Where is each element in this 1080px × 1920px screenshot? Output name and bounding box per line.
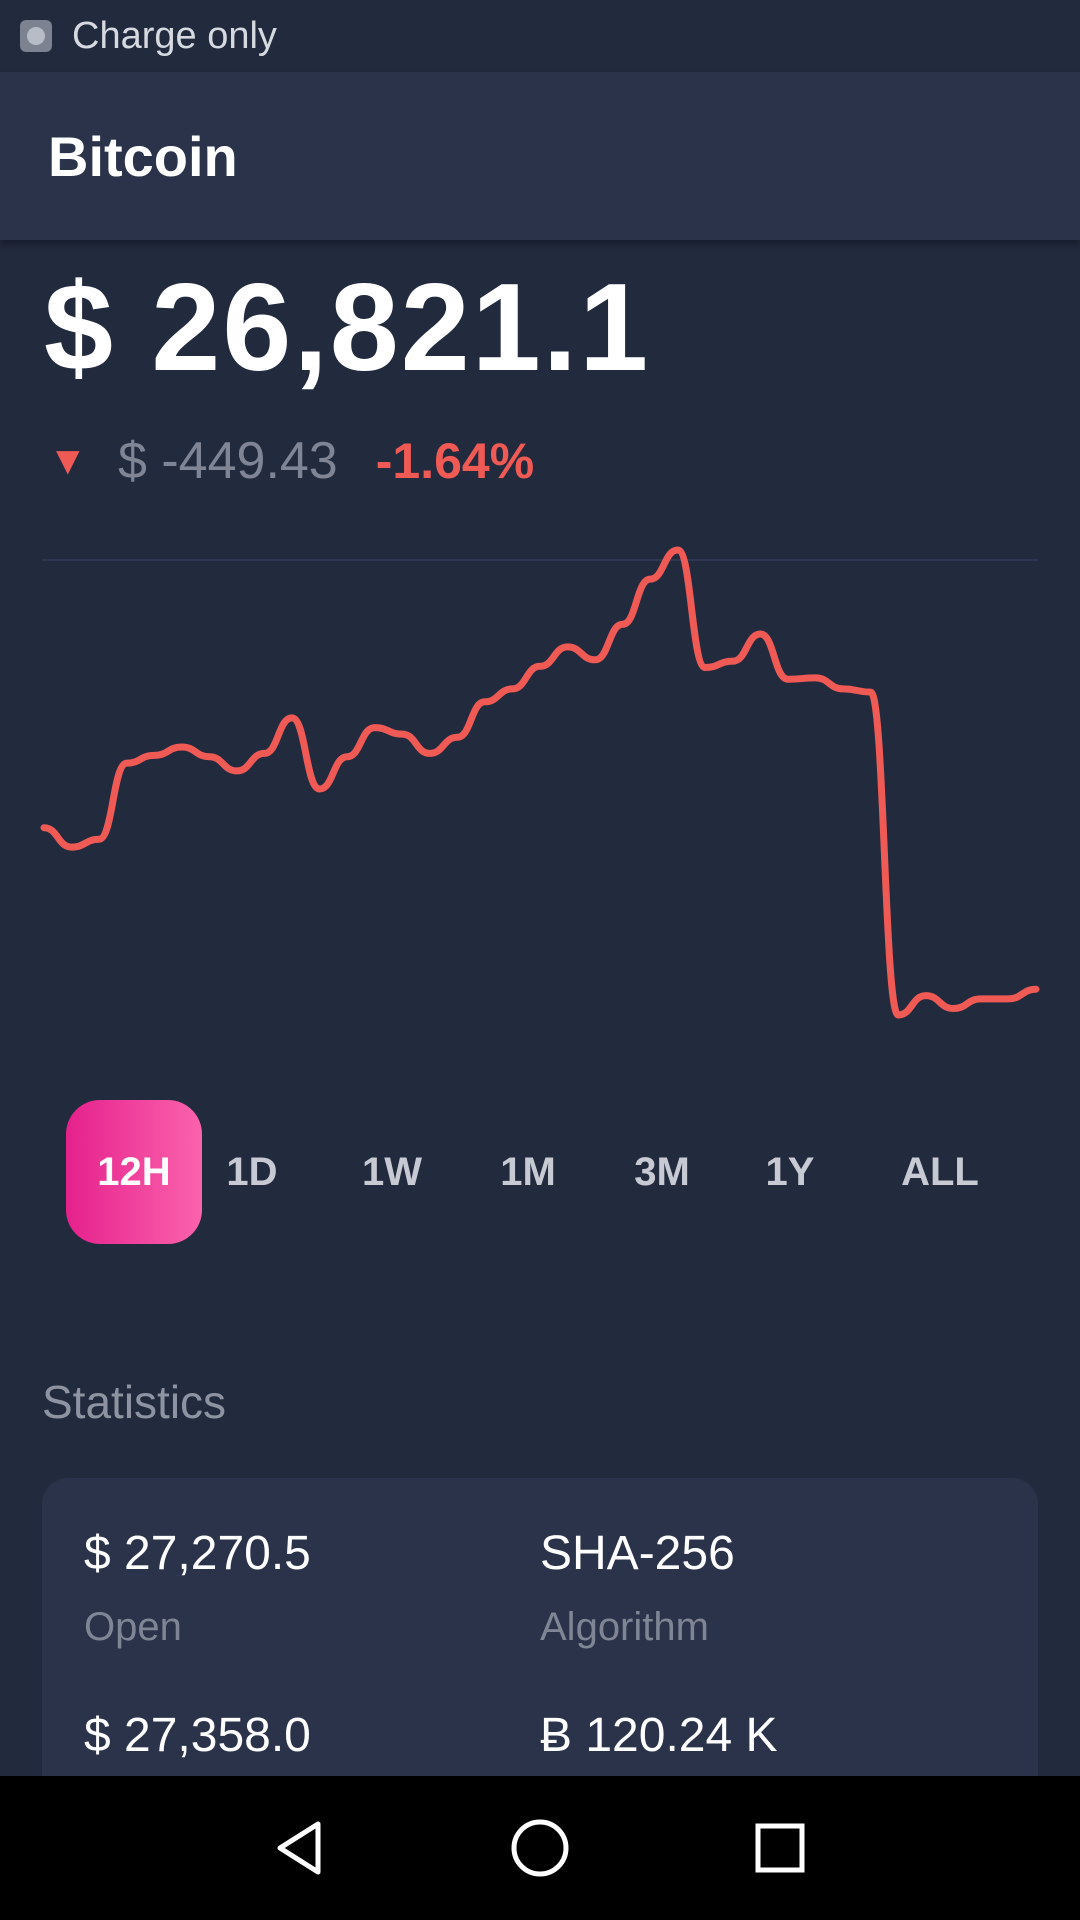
recents-square-icon[interactable] [710,1776,850,1920]
status-bar: Charge only [0,0,1080,72]
stat-value: $ 27,358.0 [84,1709,311,1762]
statistics-title: Statistics [42,1376,227,1428]
back-triangle-icon[interactable] [230,1776,370,1920]
range-button-12h[interactable]: 12H [66,1100,202,1244]
range-button-1y[interactable]: 1Y [765,1149,815,1194]
down-arrow-icon: ▼ [48,438,88,483]
page-title: Bitcoin [48,124,238,188]
price-change-percent: -1.64% [375,433,535,489]
price-chart[interactable] [0,530,1080,1050]
price-chart-svg [40,546,1040,1019]
stat-value: $ 27,270.5 [84,1527,311,1580]
usb-notification-icon [20,20,52,52]
range-button-3m[interactable]: 3M [634,1149,690,1194]
status-text: Charge only [72,14,277,57]
price-change-row: ▼ $ -449.43 -1.64% [48,426,534,496]
current-price: $ 26,821.1 [44,259,651,397]
stat-high: $ 27,358.0 [84,1706,311,1766]
time-range-selector: 12H 1D 1W 1M 3M 1Y ALL [66,1100,1026,1244]
range-button-1w[interactable]: 1W [362,1149,422,1194]
range-button-1m[interactable]: 1M [500,1149,556,1194]
stat-value: Ƀ 120.24 K [540,1709,778,1762]
home-circle-icon[interactable] [470,1776,610,1920]
stat-volume: Ƀ 120.24 K [540,1706,778,1766]
chart-series-line [40,546,1040,1019]
system-nav-bar [0,1776,1080,1920]
range-button-all[interactable]: ALL [901,1149,979,1194]
stat-open: $ 27,270.5 Open [84,1524,311,1652]
stat-value: SHA-256 [540,1527,735,1580]
price-change-absolute: $ -449.43 [118,432,338,490]
app-bar: Bitcoin [0,72,1080,240]
stat-label: Open [84,1605,182,1649]
stat-label: Algorithm [540,1605,709,1649]
stat-algorithm: SHA-256 Algorithm [540,1524,735,1652]
range-button-1d[interactable]: 1D [226,1149,278,1194]
